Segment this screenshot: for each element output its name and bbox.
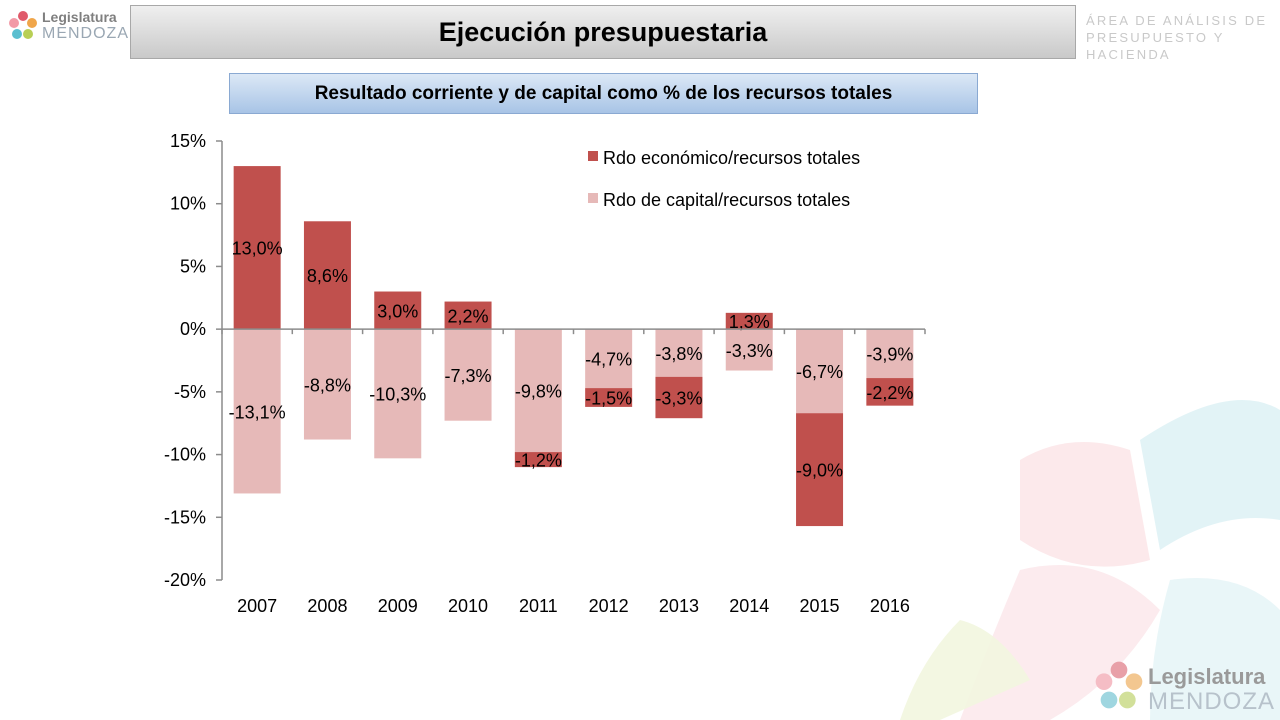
data-label-capital: -9,8% (515, 382, 562, 402)
data-label-capital: -4,7% (585, 350, 632, 370)
data-label-economic: 1,3% (729, 312, 770, 332)
data-label-economic: 3,0% (377, 301, 418, 321)
bar-capital (233, 329, 281, 494)
logo-text-legislatura: Legislatura (1148, 664, 1266, 689)
data-label-capital: -7,3% (445, 366, 492, 386)
x-tick-label: 2014 (729, 596, 769, 616)
legislatura-logo: Legislatura MENDOZA (8, 6, 128, 46)
data-label-capital: -3,8% (655, 344, 702, 364)
legend-swatch (588, 193, 598, 203)
area-label-line1: ÁREA DE ANÁLISIS DE (1086, 13, 1268, 28)
y-tick-label: -10% (164, 445, 206, 465)
bar-economic (796, 413, 844, 527)
page-title: Ejecución presupuestaria (438, 16, 768, 47)
bar-capital (444, 329, 492, 421)
data-label-economic: 2,2% (448, 306, 489, 326)
y-tick-label: -15% (164, 507, 206, 527)
data-label-economic: -1,2% (515, 451, 562, 471)
bar-economic (655, 376, 703, 419)
y-tick-label: 10% (170, 194, 206, 214)
bar-capital (796, 329, 844, 414)
data-label-capital: -8,8% (304, 375, 351, 395)
area-label-line2: PRESUPUESTO Y HACIENDA (1086, 30, 1225, 62)
bar-economic (725, 312, 773, 330)
x-tick-label: 2009 (378, 596, 418, 616)
bar-economic (514, 452, 562, 468)
y-tick-label: 5% (180, 256, 206, 276)
flower-logo-icon (1095, 661, 1143, 709)
y-tick-label: 0% (180, 319, 206, 339)
bar-capital (866, 329, 914, 379)
area-label: ÁREA DE ANÁLISIS DE PRESUPUESTO Y HACIEN… (1086, 12, 1276, 63)
logo-text-legislatura: Legislatura (42, 9, 117, 25)
legend-label: Rdo económico/recursos totales (603, 148, 860, 168)
x-tick-label: 2011 (519, 596, 558, 616)
legend-label: Rdo de capital/recursos totales (603, 190, 850, 210)
legend-swatch (588, 151, 598, 161)
data-label-capital: -3,3% (726, 341, 773, 361)
bar-economic (866, 378, 914, 406)
y-tick-label: -20% (164, 570, 206, 590)
x-tick-label: 2016 (870, 596, 910, 616)
bar-capital (585, 329, 633, 389)
bar-economic (233, 166, 281, 330)
legislatura-logo-bottom: Legislatura MENDOZA (1094, 660, 1274, 716)
bar-capital (725, 329, 773, 371)
x-tick-label: 2008 (307, 596, 347, 616)
data-label-capital: -3,9% (866, 345, 913, 365)
data-label-economic: 8,6% (307, 266, 348, 286)
chart-title: Resultado corriente y de capital como % … (314, 82, 893, 104)
decorative-background-shapes (900, 400, 1280, 720)
flower-logo-icon (9, 11, 37, 39)
page-title-bar: Ejecución presupuestaria (130, 5, 1076, 59)
chart-title-box: Resultado corriente y de capital como % … (229, 73, 978, 114)
y-tick-label: -5% (174, 382, 206, 402)
data-label-capital: -10,3% (369, 385, 426, 405)
bar-economic (444, 301, 492, 330)
bar-economic (374, 291, 422, 330)
data-label-economic: 13,0% (232, 239, 283, 259)
data-label-capital: -6,7% (796, 362, 843, 382)
x-tick-label: 2007 (237, 596, 277, 616)
bar-capital (655, 329, 703, 377)
y-tick-label: 15% (170, 131, 206, 151)
bar-economic (303, 221, 351, 330)
logo-text-mendoza: MENDOZA (42, 25, 129, 42)
data-label-capital: -13,1% (229, 402, 286, 422)
bar-capital (514, 329, 562, 453)
x-tick-label: 2010 (448, 596, 488, 616)
data-label-economic: -1,5% (585, 389, 632, 409)
logo-text-mendoza: MENDOZA (1148, 688, 1275, 715)
bar-economic (585, 388, 633, 407)
data-label-economic: -2,2% (866, 383, 913, 403)
x-tick-label: 2015 (800, 596, 840, 616)
x-tick-label: 2013 (659, 596, 699, 616)
x-tick-label: 2012 (589, 596, 629, 616)
data-label-economic: -3,3% (655, 389, 702, 409)
data-label-economic: -9,0% (796, 461, 843, 481)
bar-capital (303, 329, 351, 440)
bar-capital (374, 329, 422, 459)
